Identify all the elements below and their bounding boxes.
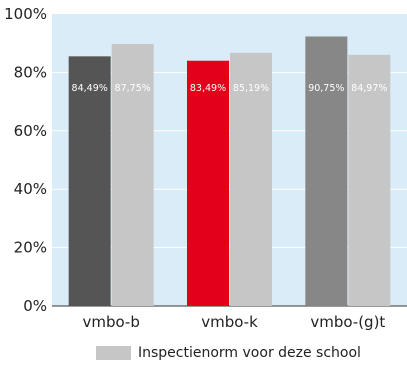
bar — [68, 56, 111, 307]
gridlines — [52, 71, 407, 307]
bar — [187, 60, 229, 306]
bar — [305, 36, 348, 306]
bar — [348, 54, 391, 306]
bar — [230, 52, 272, 306]
bar-value-label: 87,75% — [115, 83, 151, 94]
bar — [111, 44, 154, 307]
category-label: vmbo-b — [82, 313, 139, 331]
legend-label: Inspectienorm voor deze school — [138, 345, 361, 361]
y-tick-label: 40% — [14, 180, 47, 198]
legend-swatch — [96, 346, 131, 360]
legend: Inspectienorm voor deze school — [96, 344, 361, 362]
category-label: vmbo-k — [201, 313, 258, 331]
category-label: vmbo-(g)t — [310, 313, 385, 331]
plot-background — [52, 14, 407, 306]
bar-value-label: 84,49% — [72, 83, 108, 94]
y-tick-label: 60% — [14, 122, 47, 140]
y-tick-label: 20% — [14, 239, 47, 257]
y-tick-label: 100% — [4, 5, 47, 23]
bar-value-label: 84,97% — [351, 83, 387, 94]
y-tick-label: 0% — [23, 297, 47, 315]
bar-value-label: 85,19% — [233, 83, 269, 94]
bars — [68, 36, 391, 307]
y-axis-ticks: 0% 20% 40% 60% 80% 100% — [4, 5, 47, 315]
bar-value-label: 90,75% — [308, 83, 344, 94]
bar-value-labels: 84,49% 87,75% 83,49% 85,19% 90,75% 84,97% — [72, 83, 388, 94]
x-axis-categories: vmbo-b vmbo-k vmbo-(g)t — [82, 313, 385, 331]
bar-value-label: 83,49% — [190, 83, 226, 94]
y-tick-label: 80% — [14, 63, 47, 81]
